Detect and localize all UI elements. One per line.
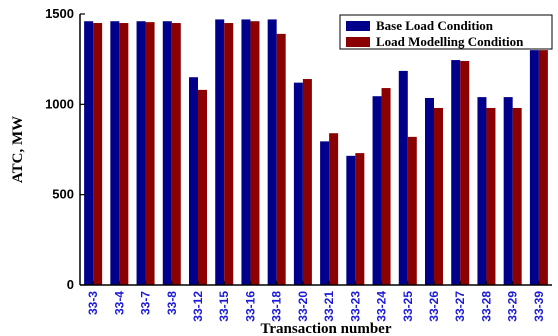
x-tick-label-33-12: 33-12 xyxy=(191,291,205,322)
legend-box xyxy=(339,14,553,50)
x-tick-label-33-20: 33-20 xyxy=(296,291,310,322)
bar-load-modelling-33-28 xyxy=(486,107,496,286)
bar-base-33-24 xyxy=(372,96,382,285)
bar-base-33-20 xyxy=(293,82,303,285)
bar-load-modelling-33-21 xyxy=(329,133,339,285)
bar-load-modelling-33-25 xyxy=(407,136,417,285)
bar-base-33-28 xyxy=(477,97,487,286)
legend-label-load-modelling: Load Modelling Condition xyxy=(376,34,524,49)
bar-base-33-8 xyxy=(162,21,172,286)
x-tick-label-33-23: 33-23 xyxy=(348,291,362,322)
bar-load-modelling-33-7 xyxy=(145,22,155,285)
x-tick-label-33-26: 33-26 xyxy=(427,291,441,322)
bar-base-33-4 xyxy=(110,21,120,286)
x-tick-label-33-28: 33-28 xyxy=(479,291,493,322)
x-tick-label-33-25: 33-25 xyxy=(401,291,415,322)
bar-load-modelling-33-8 xyxy=(171,23,181,286)
bar-base-33-18 xyxy=(267,19,277,285)
x-tick-label-33-18: 33-18 xyxy=(270,291,284,322)
bars-group xyxy=(84,19,548,286)
x-tick-label-33-27: 33-27 xyxy=(453,291,467,322)
y-tick-label: 500 xyxy=(52,187,74,202)
bar-load-modelling-33-20 xyxy=(302,79,312,285)
bar-base-33-27 xyxy=(451,60,461,285)
x-tick-label-33-16: 33-16 xyxy=(243,291,257,322)
bar-base-33-25 xyxy=(398,70,408,285)
y-tick-label: 1000 xyxy=(45,96,74,111)
bar-load-modelling-33-27 xyxy=(460,60,470,286)
legend-swatch-base xyxy=(346,21,370,31)
bar-base-33-21 xyxy=(320,141,330,285)
bar-load-modelling-33-23 xyxy=(355,153,365,285)
x-tick-label-33-3: 33-3 xyxy=(86,291,100,315)
x-tick-label-33-21: 33-21 xyxy=(322,291,336,322)
x-axis-title: Transaction number xyxy=(261,321,392,336)
bar-load-modelling-33-4 xyxy=(119,23,129,286)
bar-base-33-7 xyxy=(136,21,146,286)
x-ticks-group: 33-3 33-4 33-7 33-8 33-12 33-15 33-16 33-18 33-2… xyxy=(86,281,546,322)
y-tick-label: 1500 xyxy=(45,6,74,21)
bar-load-modelling-33-15 xyxy=(224,23,234,286)
bar-load-modelling-33-18 xyxy=(276,33,286,285)
bar-base-33-16 xyxy=(241,19,251,285)
bar-load-modelling-33-26 xyxy=(434,107,443,286)
bar-base-33-26 xyxy=(425,98,434,285)
x-tick-label-33-7: 33-7 xyxy=(139,291,153,315)
bar-base-33-15 xyxy=(215,19,225,285)
x-tick-label-33-8: 33-8 xyxy=(165,291,179,315)
x-tick-label-33-4: 33-4 xyxy=(112,291,126,315)
bar-load-modelling-33-24 xyxy=(381,88,391,285)
bar-load-modelling-33-16 xyxy=(250,21,260,286)
bar-base-33-39 xyxy=(529,50,539,286)
y-ticks-group: 0 500 1000 1500 xyxy=(45,6,85,292)
bar-base-33-29 xyxy=(503,97,513,286)
bar-load-modelling-33-39 xyxy=(538,50,548,286)
bar-base-33-23 xyxy=(346,155,356,285)
y-tick-label: 0 xyxy=(67,277,74,292)
legend-label-base: Base Load Condition xyxy=(376,18,494,33)
bar-base-33-3 xyxy=(84,21,94,286)
x-tick-label-33-29: 33-29 xyxy=(506,291,520,322)
legend-swatch-load-modelling xyxy=(346,37,370,47)
bar-load-modelling-33-29 xyxy=(512,107,522,286)
x-tick-label-33-39: 33-39 xyxy=(532,291,546,322)
bar-load-modelling-33-3 xyxy=(93,23,103,286)
x-tick-label-33-15: 33-15 xyxy=(217,291,231,322)
bar-base-33-12 xyxy=(189,77,198,285)
x-tick-label-33-24: 33-24 xyxy=(375,291,389,322)
bar-load-modelling-33-12 xyxy=(198,89,207,285)
y-axis-title: ATC, MW xyxy=(10,116,26,183)
